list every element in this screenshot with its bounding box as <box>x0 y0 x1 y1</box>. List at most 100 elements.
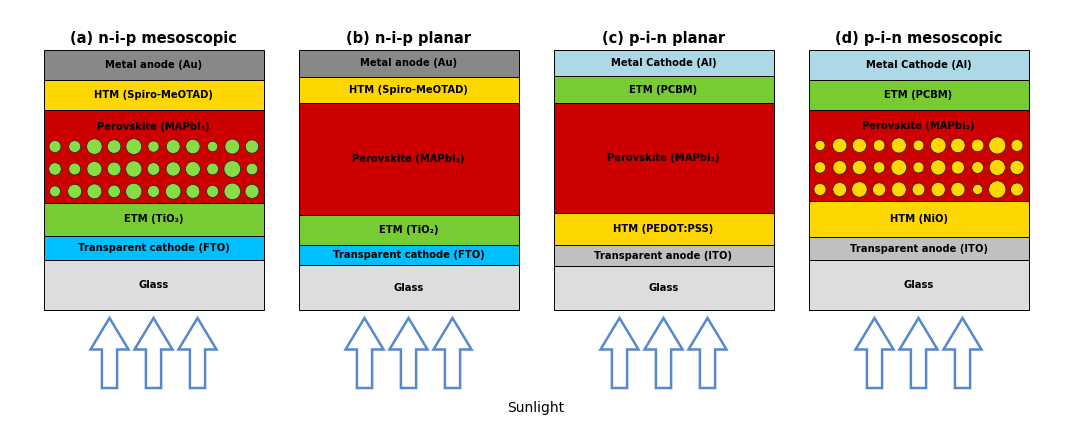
Circle shape <box>125 161 142 177</box>
Text: HTM (Spiro-MeOTAD): HTM (Spiro-MeOTAD) <box>349 85 468 95</box>
Circle shape <box>951 138 965 153</box>
Circle shape <box>1010 161 1024 174</box>
Bar <box>553 50 774 76</box>
Text: Metal anode (Au): Metal anode (Au) <box>105 60 202 70</box>
Circle shape <box>207 141 218 152</box>
Bar <box>553 213 774 245</box>
Circle shape <box>912 183 925 196</box>
Bar <box>298 215 519 245</box>
Polygon shape <box>899 318 938 388</box>
Polygon shape <box>90 318 129 388</box>
Bar <box>808 260 1028 310</box>
Circle shape <box>815 140 825 151</box>
Circle shape <box>851 182 867 197</box>
Circle shape <box>891 182 906 197</box>
Bar <box>298 77 519 103</box>
Circle shape <box>814 184 827 195</box>
Circle shape <box>107 140 121 153</box>
Circle shape <box>185 184 199 198</box>
Circle shape <box>69 141 80 152</box>
Circle shape <box>247 163 258 175</box>
Bar <box>553 245 774 266</box>
Text: Perovskite (MAPbI₃): Perovskite (MAPbI₃) <box>607 153 719 163</box>
Text: ETM (PCBM): ETM (PCBM) <box>884 90 953 100</box>
Text: HTM (Spiro-MeOTAD): HTM (Spiro-MeOTAD) <box>94 90 213 100</box>
Polygon shape <box>600 318 639 388</box>
Circle shape <box>125 139 142 155</box>
Bar <box>298 245 519 266</box>
Text: (d) p-i-n mesoscopic: (d) p-i-n mesoscopic <box>835 32 1002 46</box>
Circle shape <box>874 162 884 173</box>
Bar <box>553 76 774 103</box>
Circle shape <box>913 140 924 151</box>
Polygon shape <box>644 318 683 388</box>
Bar <box>808 110 1028 201</box>
Circle shape <box>49 186 60 197</box>
Text: Perovskite (MAPbI₃): Perovskite (MAPbI₃) <box>862 121 974 131</box>
Circle shape <box>148 185 160 197</box>
Bar <box>44 50 264 80</box>
Bar <box>553 266 774 310</box>
Circle shape <box>207 163 219 175</box>
Text: Metal Cathode (Al): Metal Cathode (Al) <box>866 60 971 70</box>
Circle shape <box>48 163 61 175</box>
Text: HTM (NiO): HTM (NiO) <box>890 214 948 224</box>
Polygon shape <box>134 318 173 388</box>
Circle shape <box>147 163 160 175</box>
Circle shape <box>245 140 258 153</box>
Text: Glass: Glass <box>138 280 168 290</box>
Bar <box>44 203 264 236</box>
Text: Transparent anode (ITO): Transparent anode (ITO) <box>595 251 732 261</box>
Text: Metal Cathode (Al): Metal Cathode (Al) <box>611 58 716 68</box>
Bar <box>44 80 264 110</box>
Circle shape <box>988 137 1006 154</box>
Text: ETM (TiO₂): ETM (TiO₂) <box>378 225 438 235</box>
Circle shape <box>207 185 219 197</box>
Circle shape <box>165 184 181 199</box>
Text: (c) p-i-n planar: (c) p-i-n planar <box>602 32 725 46</box>
Circle shape <box>852 138 866 152</box>
Bar <box>808 80 1028 110</box>
Bar <box>808 50 1028 80</box>
Circle shape <box>930 160 946 175</box>
Circle shape <box>1011 139 1023 151</box>
Circle shape <box>224 161 240 178</box>
Circle shape <box>972 184 983 194</box>
Circle shape <box>87 184 102 199</box>
Text: ETM (PCBM): ETM (PCBM) <box>629 85 698 95</box>
Polygon shape <box>179 318 217 388</box>
Text: Perovskite (MAPbI₃): Perovskite (MAPbI₃) <box>98 122 210 132</box>
Bar <box>553 103 774 213</box>
Text: Transparent cathode (FTO): Transparent cathode (FTO) <box>77 243 229 253</box>
Circle shape <box>1011 183 1024 196</box>
Text: Perovskite (MAPbI₃): Perovskite (MAPbI₃) <box>353 154 465 164</box>
Bar <box>298 50 519 77</box>
Circle shape <box>989 159 1006 175</box>
Bar <box>298 266 519 310</box>
Circle shape <box>971 161 983 173</box>
Text: Glass: Glass <box>393 283 423 293</box>
Circle shape <box>932 182 946 197</box>
Text: ETM (TiO₂): ETM (TiO₂) <box>123 214 183 224</box>
Text: Glass: Glass <box>649 283 679 293</box>
Text: Sunlight: Sunlight <box>507 401 565 415</box>
Circle shape <box>951 182 965 197</box>
Text: Glass: Glass <box>904 280 934 290</box>
Bar <box>808 237 1028 260</box>
Bar <box>44 236 264 260</box>
Text: Transparent cathode (FTO): Transparent cathode (FTO) <box>332 250 485 260</box>
Circle shape <box>971 139 984 152</box>
Circle shape <box>125 183 142 200</box>
Circle shape <box>107 162 121 176</box>
Circle shape <box>185 161 200 176</box>
Circle shape <box>833 183 847 197</box>
Text: (b) n-i-p planar: (b) n-i-p planar <box>346 32 471 46</box>
Polygon shape <box>855 318 893 388</box>
Circle shape <box>852 161 866 174</box>
Circle shape <box>930 138 946 153</box>
Circle shape <box>951 161 965 174</box>
Polygon shape <box>389 318 428 388</box>
Circle shape <box>69 163 80 175</box>
Circle shape <box>913 162 924 173</box>
Circle shape <box>873 183 885 196</box>
